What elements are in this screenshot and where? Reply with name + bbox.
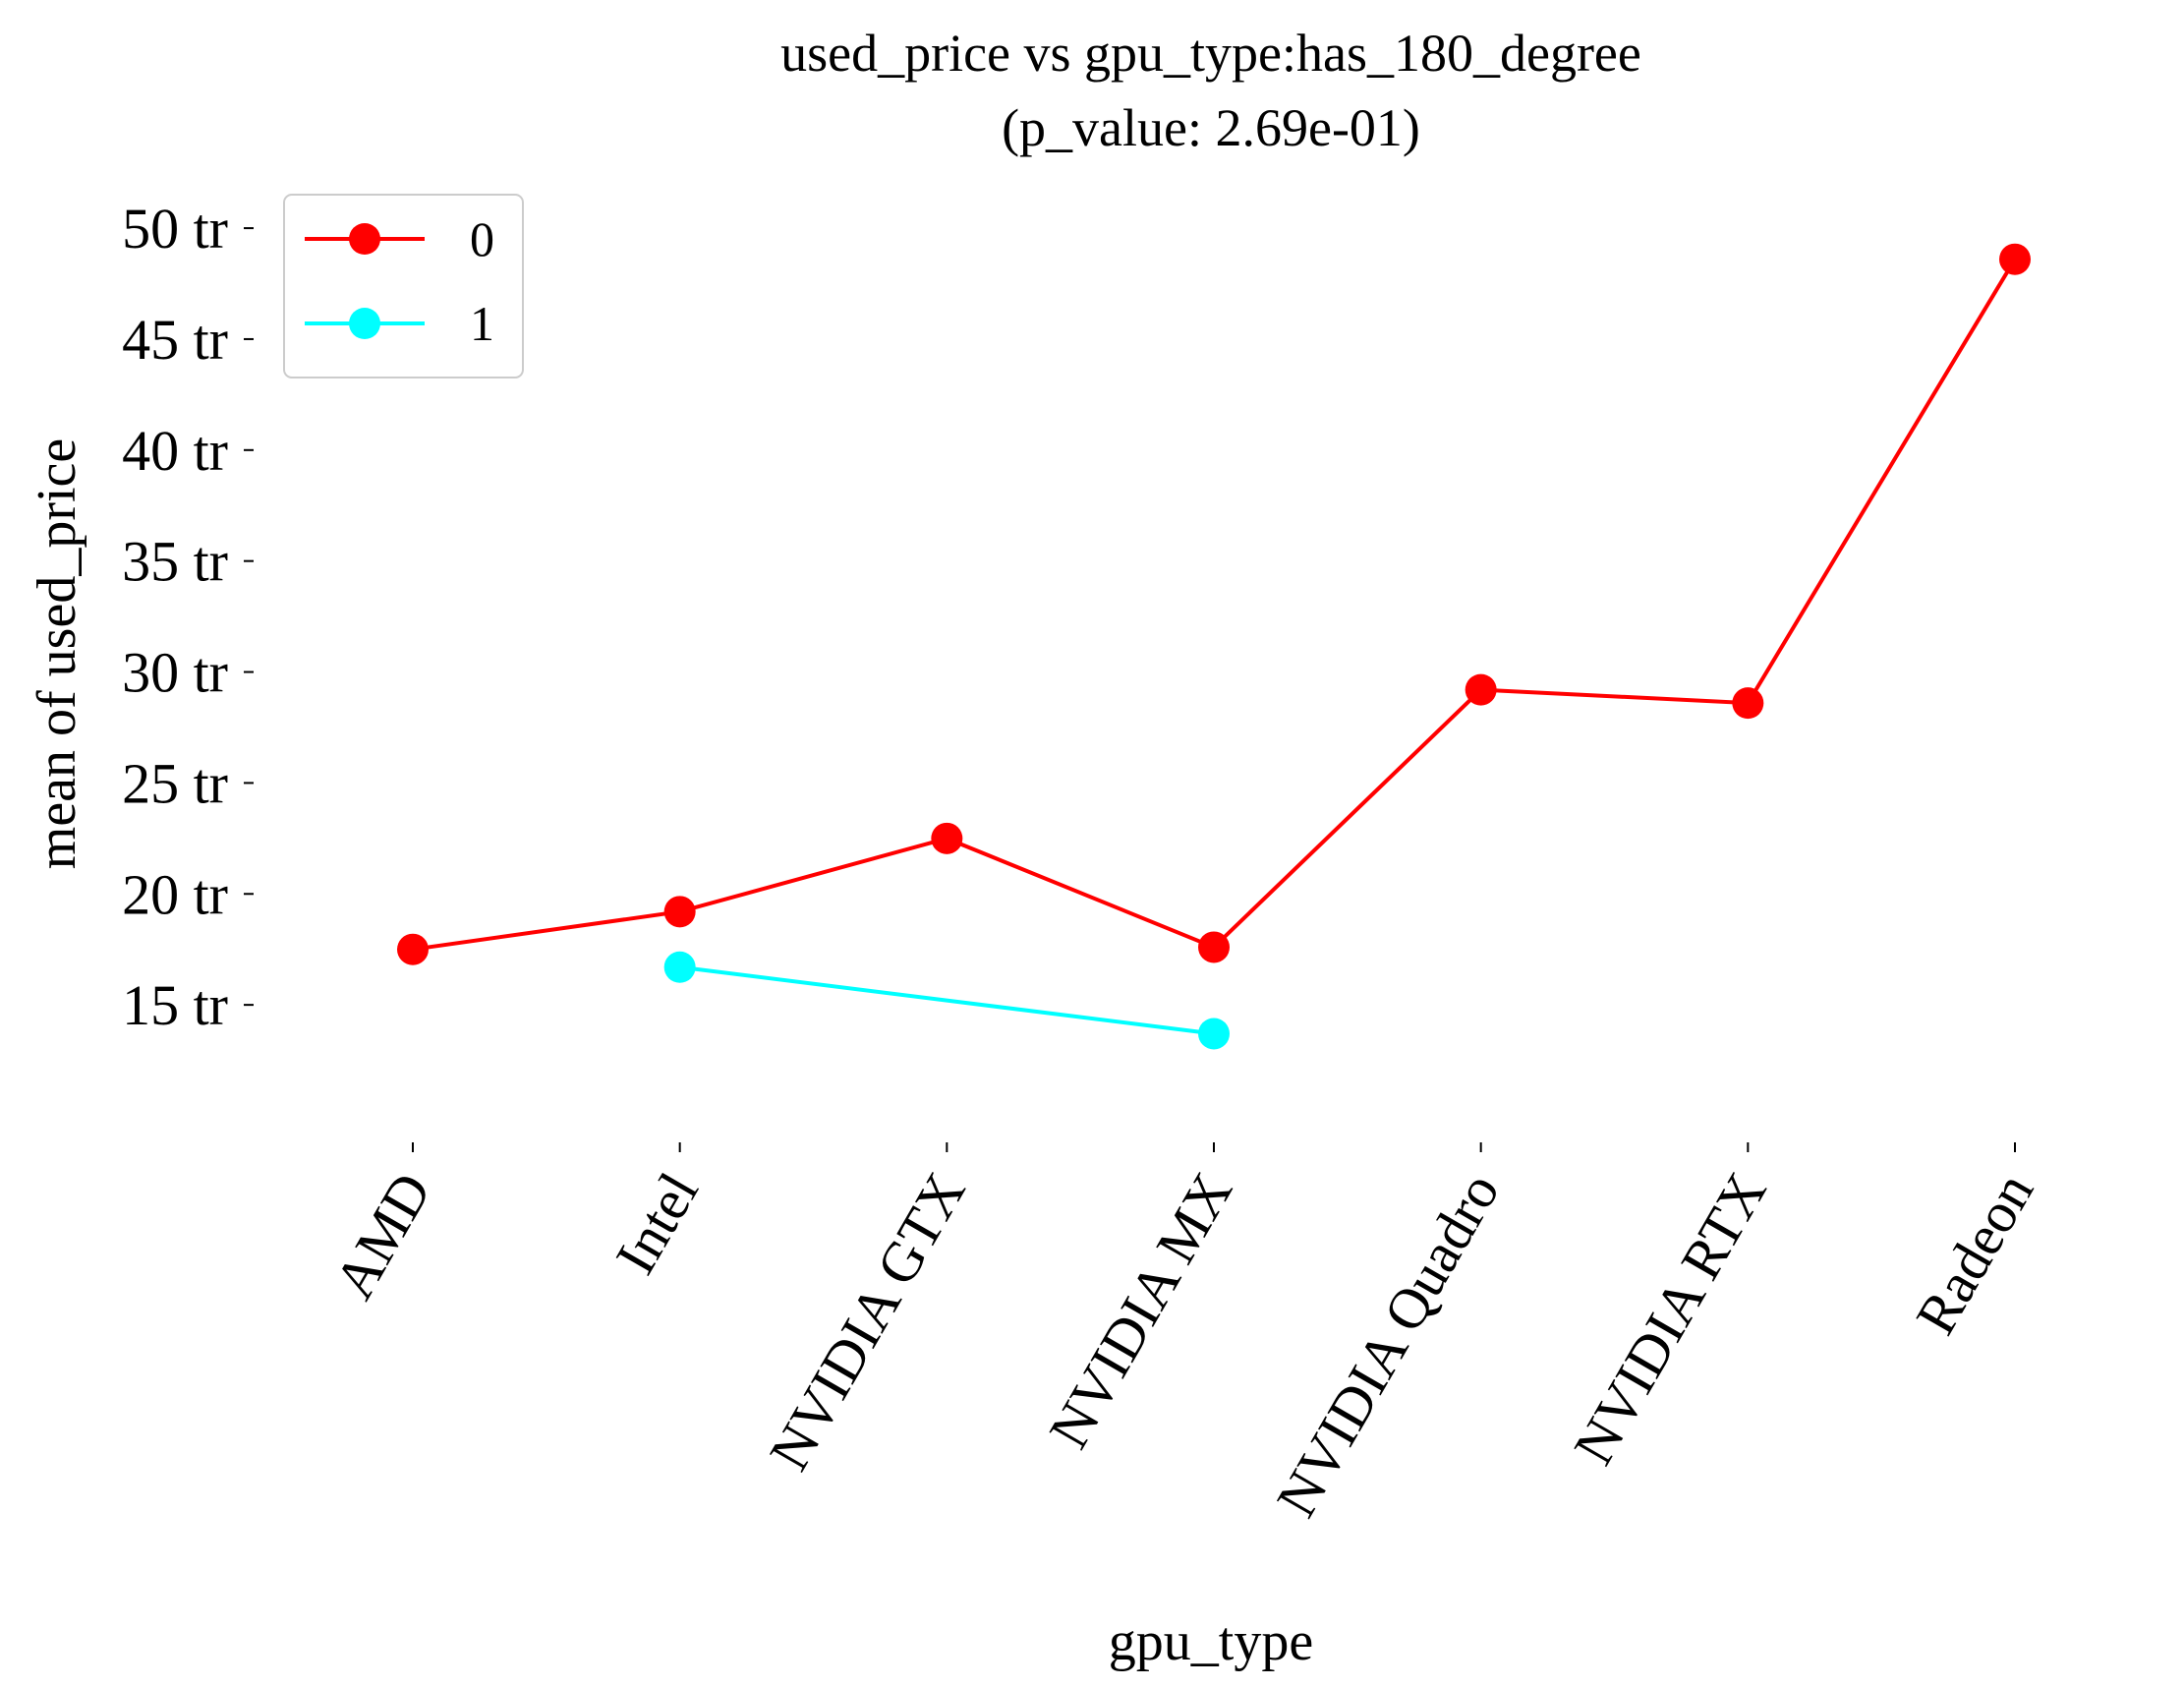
y-axis-label: mean of used_price — [27, 438, 87, 869]
data-point — [1465, 673, 1497, 706]
legend-label: 1 — [470, 296, 494, 351]
chart-title: used_price vs gpu_type:has_180_degree — [780, 24, 1641, 83]
series-1 — [663, 951, 1230, 1050]
y-tick-label: 20 tr — [122, 862, 228, 926]
series-line — [679, 964, 1215, 1036]
y-tick-label: 40 tr — [122, 419, 228, 483]
x-tick-label: NVIDIA GTX — [757, 1162, 978, 1481]
x-tick-label: NVIDIA MX — [1036, 1162, 1244, 1459]
x-axis: AMD Intel NVIDIA GTX NVIDIA MX NVIDIA Quadro… — [321, 1142, 2045, 1527]
data-point — [1732, 687, 1764, 720]
legend-label: 0 — [470, 211, 494, 266]
x-axis-label: gpu_type — [1109, 1611, 1313, 1672]
series-line — [412, 258, 2017, 952]
y-tick-label: 30 tr — [122, 641, 228, 705]
x-tick-label: NVIDIA RTX — [1561, 1162, 1778, 1475]
legend-marker — [349, 223, 380, 255]
y-tick-label: 15 tr — [122, 973, 228, 1037]
data-point — [397, 933, 429, 965]
series-0 — [397, 243, 2031, 965]
x-tick-label: AMD — [321, 1162, 443, 1310]
y-tick-label: 25 tr — [122, 751, 228, 815]
y-tick-label: 45 tr — [122, 308, 228, 372]
x-tick-label: NVIDIA Quadro — [1264, 1162, 1512, 1527]
data-point — [931, 822, 963, 854]
legend: 01 — [283, 194, 524, 378]
data-point — [1198, 931, 1230, 963]
chart-subtitle: (p_value: 2.69e-01) — [1002, 98, 1420, 157]
data-point — [1999, 243, 2031, 275]
x-tick-label: Intel — [603, 1162, 710, 1285]
y-tick-label: 35 tr — [122, 530, 228, 594]
data-point — [1198, 1018, 1230, 1050]
plot-series — [397, 243, 2031, 1050]
legend-marker — [349, 308, 380, 339]
data-point — [663, 951, 696, 983]
data-point — [663, 896, 696, 928]
x-tick-label: Radeon — [1903, 1162, 2045, 1345]
y-tick-label: 50 tr — [122, 197, 228, 261]
y-axis: 15 tr 20 tr 25 tr 30 tr 35 tr 40 tr 45 tr 50 tr — [122, 197, 254, 1037]
